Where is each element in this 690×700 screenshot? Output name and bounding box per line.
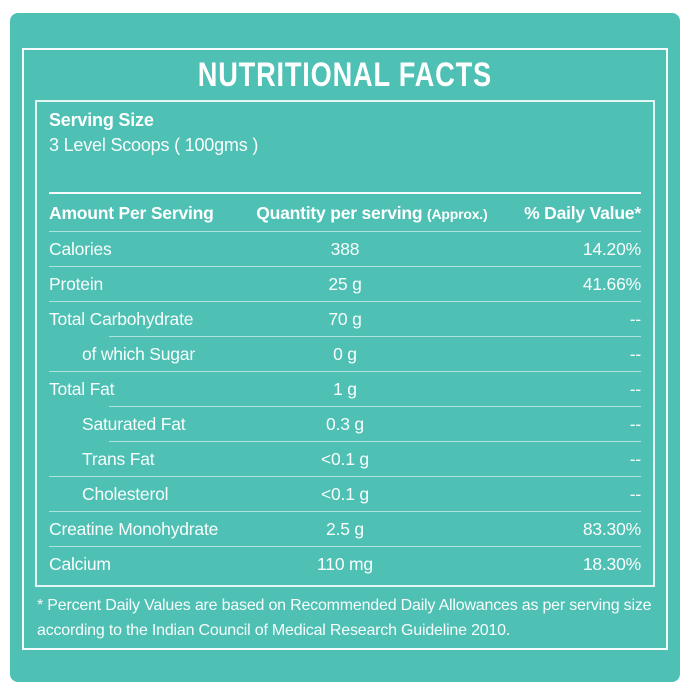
row-quantity: 0.3 g xyxy=(326,414,364,434)
table-row: Saturated Fat 0.3 g -- xyxy=(49,407,641,442)
serving-size-label: Serving Size xyxy=(49,110,154,130)
row-name: Total Fat xyxy=(49,379,115,399)
page-title: NUTRITIONAL FACTS xyxy=(197,55,493,94)
table-row: Protein 25 g 41.66% xyxy=(49,267,641,302)
row-name: Protein xyxy=(49,274,104,294)
row-daily-value: 41.66% xyxy=(582,274,641,294)
table-row: Calcium 110 mg 18.30% xyxy=(49,547,641,582)
row-daily-value: -- xyxy=(629,449,641,469)
table-row: Trans Fat <0.1 g -- xyxy=(49,442,641,477)
row-quantity: 1 g xyxy=(333,379,357,399)
table-row: Calories 388 14.20% xyxy=(49,232,641,267)
row-quantity: 2.5 g xyxy=(326,519,364,539)
serving-size-block: Serving Size 3 Level Scoops ( 100gms ) xyxy=(49,108,641,158)
table-row: of which Sugar 0 g -- xyxy=(49,337,641,372)
label-panel: NUTRITIONAL FACTS Serving Size 3 Level S… xyxy=(10,13,680,682)
row-name: Trans Fat xyxy=(82,449,155,469)
header-quantity: Quantity per serving (Approx.) xyxy=(256,202,487,224)
row-daily-value: -- xyxy=(629,484,641,504)
header-quantity-note: (Approx.) xyxy=(427,205,488,222)
facts-box: Serving Size 3 Level Scoops ( 100gms ) A… xyxy=(35,100,655,587)
row-quantity: 70 g xyxy=(328,309,362,329)
row-name: Calcium xyxy=(49,554,111,574)
table-row: Creatine Monohydrate 2.5 g 83.30% xyxy=(49,512,641,547)
row-daily-value: -- xyxy=(629,309,641,329)
header-amount: Amount Per Serving xyxy=(49,202,214,223)
header-quantity-label: Quantity per serving xyxy=(256,202,423,223)
daily-value-footnote: * Percent Daily Values are based on Reco… xyxy=(37,593,653,643)
row-name: of which Sugar xyxy=(82,344,195,364)
row-daily-value: 14.20% xyxy=(582,239,641,259)
row-name: Calories xyxy=(49,239,112,259)
row-daily-value: -- xyxy=(629,379,641,399)
row-quantity: 388 xyxy=(330,239,360,259)
row-daily-value: 18.30% xyxy=(582,554,641,574)
outer-border-frame: NUTRITIONAL FACTS Serving Size 3 Level S… xyxy=(22,48,668,650)
row-quantity: 110 mg xyxy=(317,554,373,574)
row-quantity: 25 g xyxy=(328,274,362,294)
table-row: Cholesterol <0.1 g -- xyxy=(49,477,641,512)
row-quantity: 0 g xyxy=(333,344,357,364)
row-name: Total Carbohydrate xyxy=(49,309,194,329)
table-header-row: Amount Per Serving Quantity per serving … xyxy=(49,194,641,232)
row-name: Creatine Monohydrate xyxy=(49,519,219,539)
footnote-line-1: * Percent Daily Values are based on Reco… xyxy=(37,597,652,614)
row-quantity: <0.1 g xyxy=(321,484,369,504)
table-row: Total Fat 1 g -- xyxy=(49,372,641,407)
nutrition-table: Amount Per Serving Quantity per serving … xyxy=(49,192,641,582)
header-daily-value: % Daily Value* xyxy=(524,202,641,223)
footnote-line-2: according to the Indian Council of Medic… xyxy=(37,622,511,639)
table-row: Total Carbohydrate 70 g -- xyxy=(49,302,641,337)
title-bar: NUTRITIONAL FACTS xyxy=(24,50,666,100)
row-daily-value: -- xyxy=(629,344,641,364)
serving-size-value: 3 Level Scoops ( 100gms ) xyxy=(49,135,259,155)
row-daily-value: 83.30% xyxy=(582,519,641,539)
row-daily-value: -- xyxy=(629,414,641,434)
row-name: Cholesterol xyxy=(82,484,169,504)
row-quantity: <0.1 g xyxy=(321,449,369,469)
row-name: Saturated Fat xyxy=(82,414,186,434)
